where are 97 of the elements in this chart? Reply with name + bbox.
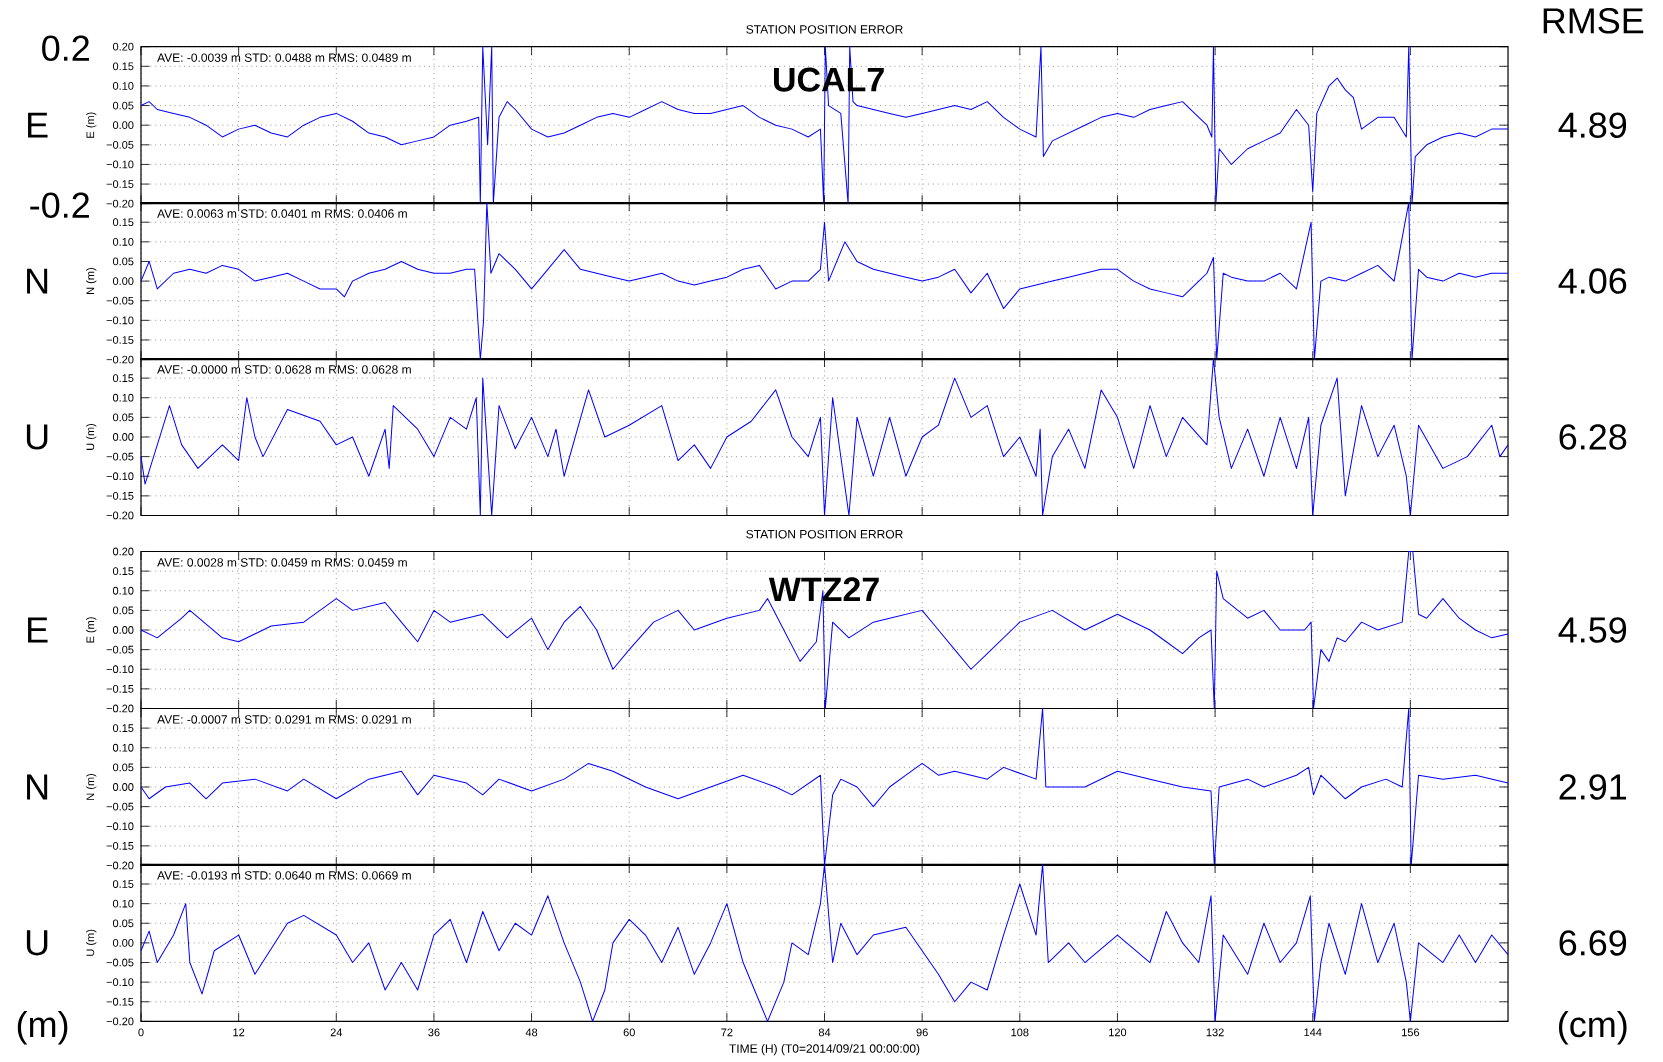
y-tick-label: 0.15 <box>112 374 134 383</box>
y-tick-label: 0.15 <box>112 62 134 71</box>
text: 2.91 <box>1559 774 1627 800</box>
annotation: AVE: 0.0028 m STD: 0.0459 m RMS: 0.0459 m <box>157 558 407 567</box>
annotation: AVE: -0.0007 m STD: 0.0291 m RMS: 0.0291 m <box>157 715 411 724</box>
text: (cm) <box>1559 1010 1627 1045</box>
x-tick-label: 72 <box>721 1028 733 1037</box>
x-tick-label: 84 <box>818 1028 831 1037</box>
x-tick-label: 48 <box>525 1028 538 1037</box>
y-tick-label: 0.10 <box>112 393 134 402</box>
text: 6.28 <box>1559 424 1627 450</box>
y-tick-label: −0.20 <box>106 511 134 520</box>
y-tick-label: 0.05 <box>112 257 134 266</box>
y-tick-label: 0.15 <box>112 567 134 576</box>
chart-title: STATION POSITION ERROR <box>746 25 903 34</box>
chart-title: STATION POSITION ERROR <box>746 530 903 539</box>
text: 4.59 <box>1558 617 1627 643</box>
y-tick-label: 0.05 <box>112 763 134 772</box>
x-tick-label: 60 <box>623 1028 635 1037</box>
y-tick-label: 0.00 <box>112 783 134 791</box>
y-tick-label: −0.20 <box>106 1017 134 1026</box>
annotation: AVE: 0.0063 m STD: 0.0401 m RMS: 0.0406 m <box>157 209 407 218</box>
text: U <box>26 930 48 956</box>
y-tick-label: −0.10 <box>106 665 134 674</box>
y-tick-label: −0.05 <box>106 958 134 967</box>
y-axis-title: U (m) <box>86 424 97 450</box>
y-tick-label: 0.05 <box>112 101 134 110</box>
x-tick-label: 156 <box>1402 1028 1420 1037</box>
y-axis-title: E (m) <box>86 112 97 138</box>
x-tick-label: 144 <box>1304 1028 1322 1037</box>
text: 4.89 <box>1558 112 1627 138</box>
x-tick-label: 12 <box>233 1028 245 1037</box>
annotation: AVE: -0.0000 m STD: 0.0628 m RMS: 0.0628 m <box>157 365 411 374</box>
y-tick-label: −0.15 <box>106 336 134 344</box>
y-tick-label: 0.05 <box>112 919 134 928</box>
y-tick-label: 0.20 <box>112 547 134 556</box>
text: 4.06 <box>1558 268 1627 294</box>
y-tick-label: 0.15 <box>112 724 134 733</box>
x-tick-label: 0 <box>138 1028 144 1037</box>
text: (m) <box>17 1010 68 1045</box>
text: E <box>28 112 48 138</box>
y-tick-label: 0.00 <box>112 433 134 441</box>
annotation: AVE: -0.0193 m STD: 0.0640 m RMS: 0.0669 m <box>157 871 411 880</box>
y-axis-title: U (m) <box>86 929 97 956</box>
y-tick-label: 0.00 <box>112 121 134 130</box>
text: N <box>27 268 48 294</box>
x-tick-label: 108 <box>1011 1028 1029 1037</box>
text: -0.2 <box>30 192 89 219</box>
text: 0.2 <box>42 35 89 62</box>
y-tick-label: 0.20 <box>112 42 134 51</box>
y-tick-label: 0.15 <box>112 880 134 888</box>
y-tick-label: −0.10 <box>106 822 134 831</box>
y-tick-label: −0.15 <box>106 842 134 850</box>
text: U <box>26 424 48 450</box>
y-tick-label: −0.10 <box>106 160 134 169</box>
y-axis-title: N (m) <box>86 774 97 800</box>
y-tick-label: −0.05 <box>106 645 134 654</box>
y-tick-label: 0.10 <box>112 82 134 90</box>
x-tick-label: 96 <box>916 1028 928 1037</box>
y-tick-label: −0.05 <box>106 802 134 811</box>
y-tick-label: −0.10 <box>106 978 134 987</box>
y-tick-label: −0.20 <box>106 704 134 713</box>
annotation: WTZ27 <box>768 577 879 602</box>
x-tick-label: 132 <box>1206 1028 1224 1037</box>
y-tick-label: −0.05 <box>106 296 134 305</box>
y-tick-label: 0.10 <box>112 238 134 246</box>
y-axis-title: E (m) <box>86 617 97 643</box>
y-tick-label: −0.15 <box>106 492 134 500</box>
text: RMSE <box>1543 8 1644 34</box>
x-tick-label: 36 <box>428 1028 440 1037</box>
y-tick-label: −0.15 <box>106 997 134 1006</box>
y-tick-label: −0.20 <box>106 355 134 364</box>
y-tick-label: −0.10 <box>106 316 134 325</box>
y-tick-label: −0.05 <box>106 140 134 149</box>
y-tick-label: 0.05 <box>112 413 134 422</box>
y-tick-label: −0.15 <box>106 180 134 189</box>
y-axis-title: N (m) <box>86 268 97 294</box>
y-tick-label: −0.15 <box>106 685 134 693</box>
y-tick-label: 0.00 <box>112 277 134 286</box>
x-tick-label: 120 <box>1109 1028 1127 1037</box>
text: E <box>28 617 48 643</box>
y-tick-label: 0.10 <box>112 743 134 752</box>
y-tick-label: 0.10 <box>112 586 134 595</box>
y-tick-label: 0.15 <box>112 218 134 227</box>
y-tick-label: −0.10 <box>106 472 134 481</box>
y-tick-label: −0.20 <box>106 861 134 870</box>
text: 6.69 <box>1559 930 1627 956</box>
y-tick-label: 0.00 <box>112 626 134 634</box>
x-axis-title: TIME (H) (T0=2014/09/21 00:00:00) <box>729 1044 920 1056</box>
x-tick-label: 24 <box>330 1028 343 1037</box>
y-tick-label: 0.05 <box>112 606 134 615</box>
text: N <box>27 774 48 800</box>
annotation: AVE: -0.0039 m STD: 0.0488 m RMS: 0.0489 m <box>157 53 411 63</box>
y-tick-label: 0.00 <box>112 939 134 947</box>
y-tick-label: 0.10 <box>112 899 134 908</box>
y-tick-label: −0.05 <box>106 452 134 461</box>
y-tick-label: −0.20 <box>106 199 134 208</box>
